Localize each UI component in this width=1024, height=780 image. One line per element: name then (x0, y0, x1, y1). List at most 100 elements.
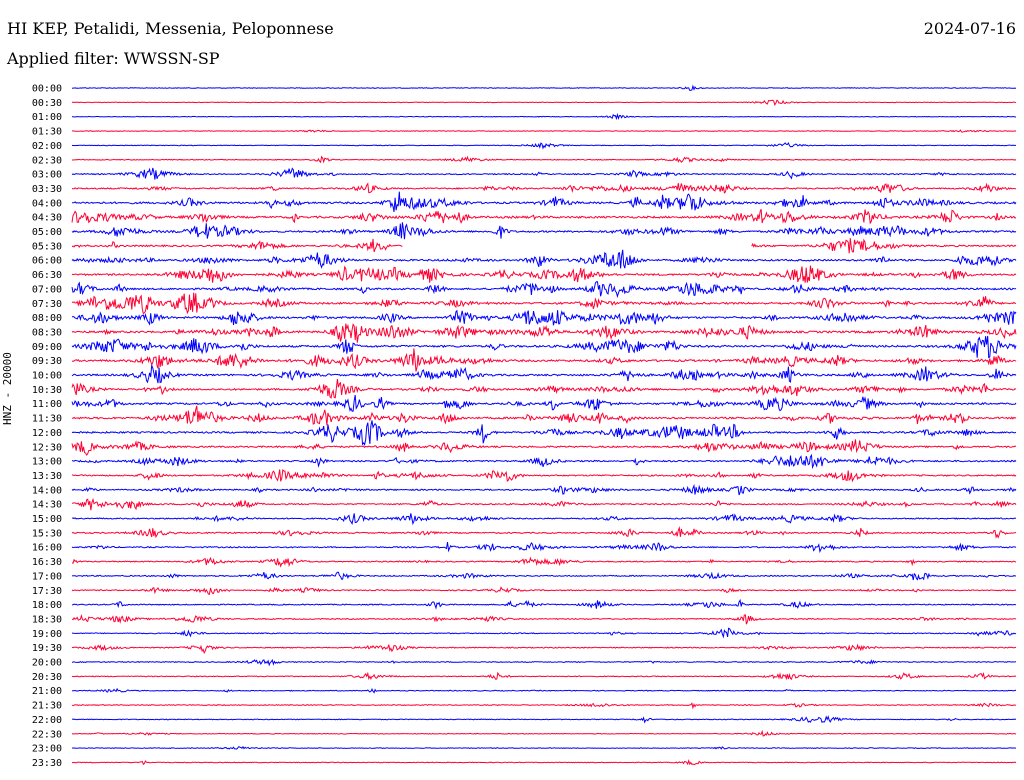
row-tick-label: 11:30 (32, 414, 62, 425)
seismic-trace-row (71, 513, 1017, 526)
seismic-trace-row (71, 525, 1017, 539)
row-tick-label: 09:30 (32, 356, 62, 367)
row-tick-label: 06:30 (32, 270, 62, 281)
filter-label: Applied filter: WWSSN-SP (7, 49, 220, 68)
seismic-trace-row (71, 497, 1017, 511)
seismic-trace-row (71, 167, 1017, 180)
row-tick-label: 15:30 (32, 528, 62, 539)
seismic-trace-row (71, 365, 1017, 384)
row-tick-label: 14:00 (32, 485, 62, 496)
seismic-trace-row (71, 541, 1017, 554)
seismic-trace-row (71, 759, 1017, 766)
seismic-trace-row (71, 394, 1017, 412)
row-tick-label: 22:30 (32, 729, 62, 740)
seismic-trace-row (71, 141, 1016, 150)
seismic-trace-row (71, 483, 1017, 496)
seismic-trace-row (71, 586, 1017, 596)
row-tick-label: 21:30 (32, 701, 62, 712)
row-tick-label: 11:00 (32, 399, 62, 410)
row-tick-label: 17:30 (32, 586, 62, 597)
seismic-trace-row (71, 209, 1017, 225)
row-tick-label: 04:30 (32, 213, 62, 224)
row-tick-label: 01:00 (32, 112, 62, 123)
row-tick-label: 16:30 (32, 557, 62, 568)
seismic-trace-row (71, 715, 1017, 724)
row-tick-label: 02:00 (32, 141, 62, 152)
row-tick-label: 05:30 (32, 241, 62, 252)
row-tick-label: 09:00 (32, 342, 62, 353)
seismic-trace-row (71, 112, 1017, 121)
seismic-trace-row (72, 405, 1017, 426)
row-tick-label: 13:30 (32, 471, 62, 482)
row-tick-label: 12:00 (32, 428, 62, 439)
seismic-trace-row (71, 191, 1017, 212)
row-tick-label: 03:30 (32, 184, 62, 195)
seismic-trace-row (71, 643, 1017, 655)
row-tick-label: 19:30 (32, 643, 62, 654)
seismic-trace-row (71, 309, 1017, 326)
seismic-trace-row (71, 687, 1017, 694)
row-tick-label: 20:30 (32, 672, 62, 683)
row-tick-label: 07:30 (32, 299, 62, 310)
seismic-trace-row (71, 129, 1017, 133)
row-tick-label: 23:30 (32, 758, 62, 769)
row-tick-label: 14:30 (32, 500, 62, 511)
row-tick-label: 22:00 (32, 715, 62, 726)
row-tick-label: 00:30 (32, 98, 62, 109)
row-tick-label: 18:30 (32, 614, 62, 625)
row-tick-label: 15:00 (32, 514, 62, 525)
seismic-trace-row (71, 453, 1017, 470)
seismic-trace-row (71, 348, 1017, 372)
seismic-trace-row (71, 335, 1017, 359)
row-tick-label: 05:00 (32, 227, 62, 238)
row-tick-label: 10:00 (32, 371, 62, 382)
row-tick-label: 18:00 (32, 600, 62, 611)
seismic-trace-row (71, 658, 1017, 667)
seismic-trace-row (71, 182, 1017, 194)
seismic-trace-row (72, 702, 1017, 710)
seismic-trace-row (71, 84, 1017, 91)
row-tick-label: 08:00 (32, 313, 62, 324)
row-tick-label: 01:30 (32, 127, 62, 138)
row-tick-label: 17:00 (32, 571, 62, 582)
seismic-trace-row (71, 265, 1017, 283)
row-tick-label: 00:00 (32, 84, 62, 95)
seismic-trace-row (71, 439, 1017, 456)
row-tick-label: 04:00 (32, 198, 62, 209)
seismic-trace-row (71, 249, 1017, 269)
row-tick-label: 06:00 (32, 256, 62, 267)
row-tick-label: 12:30 (32, 442, 62, 453)
row-tick-label: 10:30 (32, 385, 62, 396)
date-label: 2024-07-16 (923, 19, 1016, 38)
seismic-trace-row (71, 598, 1017, 610)
seismic-trace-row (71, 323, 1017, 343)
row-tick-label: 16:00 (32, 543, 62, 554)
seismic-trace-row (71, 99, 1017, 106)
row-tick-label: 08:30 (32, 327, 62, 338)
seismic-trace-row (72, 155, 1017, 164)
seismic-trace-row (72, 745, 1017, 750)
row-tick-label: 23:00 (32, 744, 62, 755)
row-tick-label: 13:00 (32, 457, 62, 468)
seismic-trace-row (71, 378, 1017, 399)
row-tick-label: 20:00 (32, 658, 62, 669)
station-title: HI KEP, Petalidi, Messenia, Peloponnese (7, 19, 334, 38)
seismic-trace-row (71, 627, 1017, 639)
seismic-trace-row (71, 420, 1017, 446)
seismic-trace-row (71, 281, 1017, 299)
seismic-trace-row (71, 614, 1017, 625)
seismic-trace-row (71, 571, 1017, 581)
row-tick-label: 19:00 (32, 629, 62, 640)
row-tick-label: 21:00 (32, 686, 62, 697)
row-tick-label: 03:00 (32, 170, 62, 181)
seismic-trace-row (71, 222, 1017, 240)
seismic-trace-row (71, 292, 1017, 315)
seismic-trace-row (71, 729, 1016, 737)
seismic-trace-row (71, 556, 1017, 568)
seismic-trace-row (71, 238, 1017, 254)
row-tick-label: 02:30 (32, 155, 62, 166)
row-tick-label: 07:00 (32, 284, 62, 295)
seismic-trace-row (71, 468, 1017, 483)
seismic-trace-row (71, 671, 1017, 681)
